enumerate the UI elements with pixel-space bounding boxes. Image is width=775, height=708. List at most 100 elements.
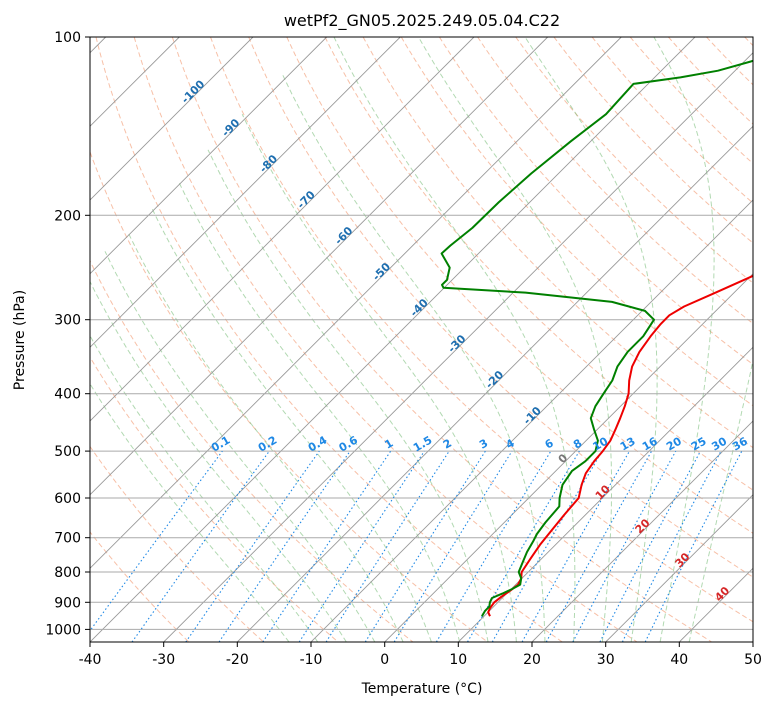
isotherm-line [605,494,753,642]
isotherm-line [90,37,254,201]
x-tick-label: 0 [380,652,389,668]
x-axis-label: Temperature (°C) [361,681,483,697]
y-tick-label: 600 [54,491,81,507]
y-tick-label: 500 [54,444,81,460]
y-tick-label: 100 [54,30,81,46]
moist-adiabats [90,37,753,642]
x-tick-label: 40 [670,652,688,668]
x-tick-label: 30 [597,652,615,668]
x-axis: -40 -30 -20 -10 0 10 20 30 40 50 [79,642,762,668]
isotherm-label: -50 [370,260,393,283]
plot-frame [89,36,754,643]
dry-adiabat-line [95,37,563,642]
mixing-ratio-line [545,450,653,642]
moist-adiabat-line [418,37,613,642]
dry-adiabat-line [438,37,753,366]
dry-adiabat-line [324,37,753,491]
mixing-ratio-line [435,450,552,642]
dry-adiabat-line [90,259,414,642]
y-tick-label: 800 [54,565,81,581]
x-tick-label: -10 [300,652,323,668]
isotherm-label: 30 [673,550,693,570]
moist-adiabat-line [653,37,715,642]
isotherm-line [163,52,753,642]
moist-adiabat-line [177,180,461,642]
isotherm-label: -60 [332,224,355,247]
dry-adiabat-line [133,37,638,642]
x-tick-label: -20 [226,652,249,668]
mixing-ratio-line [521,450,630,642]
isotherm-line [90,37,622,569]
profiles [440,59,753,617]
y-tick-label: 300 [54,313,81,329]
isotherm-label: 40 [712,584,732,604]
plot-area: -100-90-80-70-60-50-40-30-20-10010203040… [90,37,753,642]
mixing-ratio-line [262,450,392,642]
moist-adiabat-line [524,37,658,642]
isotherm-label: -100 [179,77,208,106]
isotherm-label: -80 [257,152,280,175]
x-tick-label: 50 [744,652,762,668]
isotherm-line [90,37,328,275]
chart-title: wetPf2_GN05.2025.249.05.04.C22 [284,11,560,31]
isotherm-line [90,37,475,422]
moist-adiabat-line [90,382,290,642]
mixing-ratio-line [90,450,223,632]
mixing-ratio-line [393,450,513,642]
temperature-profile [487,274,753,617]
mixing-ratio-line [298,450,425,642]
y-tick-label: 900 [54,595,81,611]
mixing-ratio-line [325,450,450,642]
isobar-lines [90,37,753,630]
y-tick-label: 400 [54,387,81,403]
x-tick-label: -30 [152,652,175,668]
y-tick-label: 200 [54,208,81,224]
dry-adiabat-line [744,37,753,47]
moist-adiabat-line [207,149,489,642]
isotherm-label: -90 [219,116,242,139]
dry-adiabat-line [553,37,753,244]
x-tick-label: -40 [79,652,102,668]
isotherm-line [90,37,696,642]
dry-adiabat-line [668,37,753,125]
dry-adiabat-line [515,37,753,284]
isotherm-line [90,37,401,348]
mixing-ratio-line [131,450,270,642]
isotherm-line [310,199,753,642]
mixing-ratio-line [621,450,722,642]
mixing-ratio-line [218,450,351,642]
moist-adiabat-line [104,251,376,642]
dry-adiabat-line [477,37,753,325]
moist-adiabat-line [333,37,576,642]
moist-adiabat-line [90,280,347,642]
isotherm-label: 20 [633,516,653,536]
isotherm-line [236,125,753,642]
isotherm-line [678,567,753,642]
mixing-ratio-line [185,450,320,642]
moist-adiabat-line [281,72,546,642]
mixing-ratio-label: 2 [441,437,454,452]
isotherm-lines [90,37,753,642]
moist-adiabat-line [128,233,404,642]
dry-adiabat-line [248,37,753,578]
dry-adiabat-line [362,37,753,449]
mixing-ratio-line [599,450,701,642]
dry-adiabat-line [286,37,753,534]
isotherm-line [457,346,753,642]
isotherm-line [531,420,753,642]
dry-adiabat-line [400,37,753,407]
isotherm-line [752,641,753,642]
mixing-ratio-line [572,450,677,642]
dry-adiabat-line [90,356,339,642]
dry-adiabat-line [629,37,753,165]
dry-adiabat-line [706,37,753,86]
mixing-ratio-label: 6 [543,436,556,451]
dry-adiabat-line [90,150,488,642]
moist-adiabat-line [151,208,432,642]
dry-adiabat-line [210,37,753,623]
isotherm-label: -70 [295,188,318,211]
y-tick-label: 1000 [45,622,81,638]
moist-adiabat-line [241,113,517,642]
x-tick-label: 10 [449,652,467,668]
